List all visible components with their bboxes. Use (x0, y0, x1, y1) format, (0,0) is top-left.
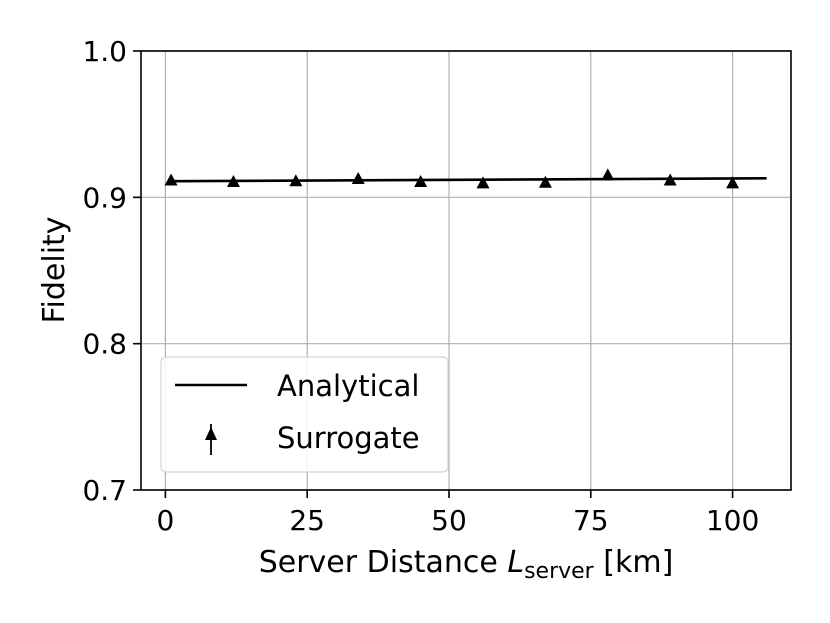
surrogate-point (414, 174, 428, 187)
surrogate-point (289, 174, 303, 187)
surrogate-point (476, 176, 490, 189)
x-axis-label-subscript: server (524, 559, 595, 584)
legend-surrogate-label: Surrogate (277, 421, 420, 455)
legend-surrogate-marker-sample (205, 424, 217, 455)
surrogate-point (538, 175, 552, 188)
x-axis-label-variable: L (507, 545, 524, 580)
surrogate-point (226, 174, 240, 187)
y-axis-ticks: 0.7 0.8 0.9 1.0 (82, 35, 141, 507)
plot-area-frame (140, 50, 792, 491)
legend: Analytical Surrogate (160, 356, 449, 473)
x-tick-label: 100 (706, 504, 759, 537)
y-tick-label: 0.7 (82, 474, 127, 507)
x-tick-label: 25 (289, 504, 325, 537)
y-axis-label: Fidelity (37, 216, 72, 323)
series-markers-group (164, 168, 740, 189)
surrogate-point (726, 176, 740, 189)
x-tick-label: 0 (156, 504, 174, 537)
x-axis-label-unit: [km] (594, 545, 674, 580)
analytical-line (171, 177, 767, 183)
surrogate-point (601, 168, 615, 181)
legend-analytical-label: Analytical (277, 369, 419, 403)
x-axis-label: Server Distance Lserver [km] (259, 545, 674, 584)
y-tick-label: 1.0 (82, 35, 127, 68)
x-tick-label: 50 (431, 504, 467, 537)
x-tick-label: 75 (573, 504, 609, 537)
series-line-group (171, 177, 767, 183)
surrogate-point (351, 172, 365, 185)
surrogate-point (164, 173, 178, 186)
surrogate-point (663, 173, 677, 186)
y-tick-label: 0.9 (82, 181, 127, 214)
y-tick-label: 0.8 (82, 328, 127, 361)
x-axis-ticks: 0 25 50 75 100 (156, 490, 759, 537)
x-axis-label-main: Server Distance (259, 545, 508, 580)
